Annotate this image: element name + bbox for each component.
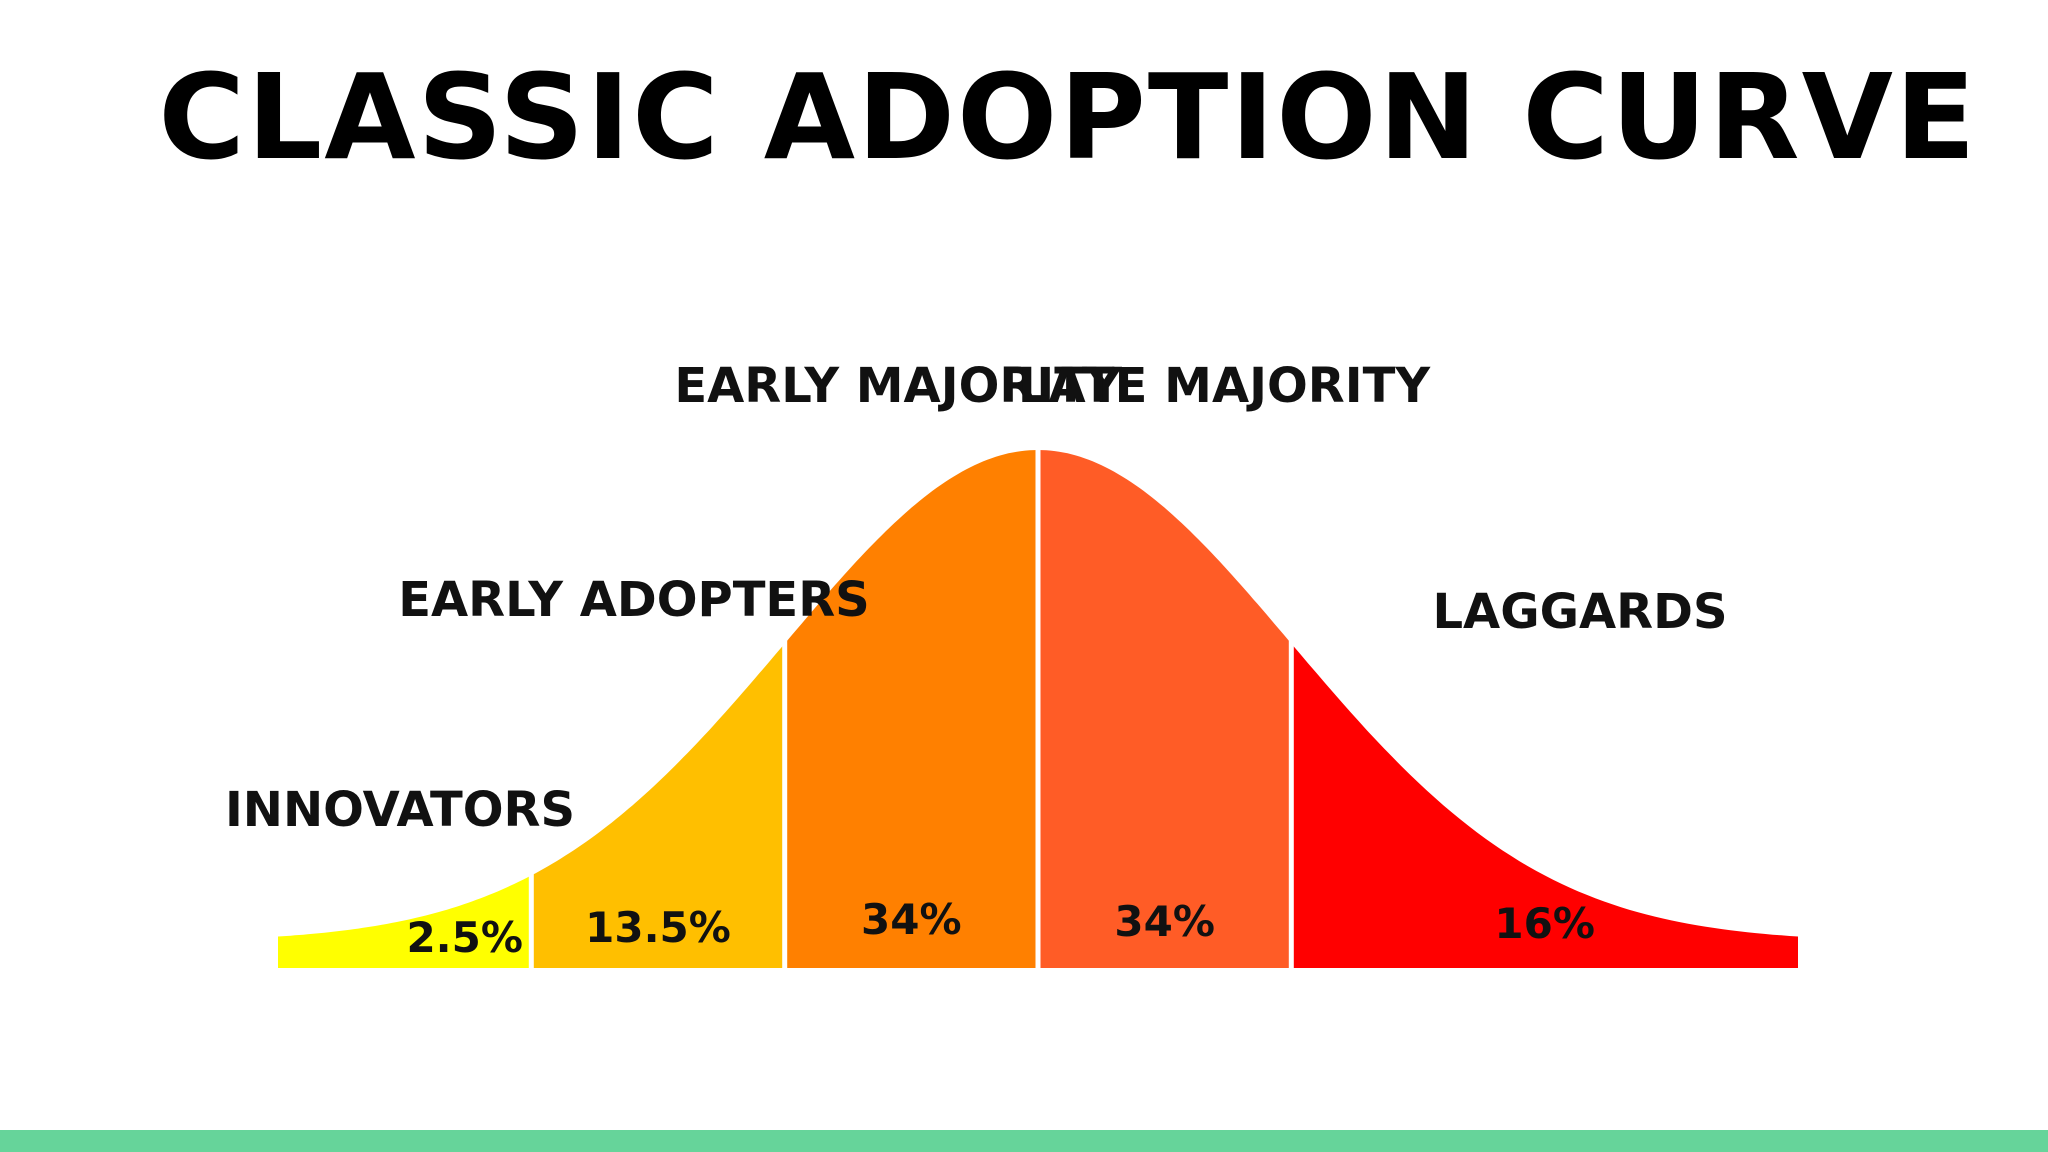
segment-label: LATE MAJORITY xyxy=(1018,358,1431,414)
segment-area-innovators xyxy=(278,875,532,968)
segment-area-laggards xyxy=(1291,643,1798,968)
percentage-label: 2.5% xyxy=(406,913,522,962)
segment-area-early-adopters xyxy=(531,643,785,968)
segment-label: EARLY ADOPTERS xyxy=(398,572,870,628)
segment-area-late-majority xyxy=(1038,450,1292,968)
percentage-label: 16% xyxy=(1494,899,1595,948)
segment-area-early-majority xyxy=(784,450,1038,968)
percentage-label: 34% xyxy=(861,895,962,944)
segment-label: EARLY MAJORITY xyxy=(674,358,1123,414)
segment-dividers xyxy=(528,446,1294,970)
percentage-label: 34% xyxy=(1114,897,1215,946)
chart-title: CLASSIC ADOPTION CURVE xyxy=(158,48,1977,186)
percentage-labels: 2.5% 13.5% 34% 34% 16% xyxy=(406,895,1595,962)
percentage-label: 13.5% xyxy=(585,903,731,952)
segment-label: INNOVATORS xyxy=(225,782,575,838)
curve-areas xyxy=(278,450,1798,968)
footer-accent-bar xyxy=(0,1130,2048,1152)
segment-label: LAGGARDS xyxy=(1432,584,1727,640)
